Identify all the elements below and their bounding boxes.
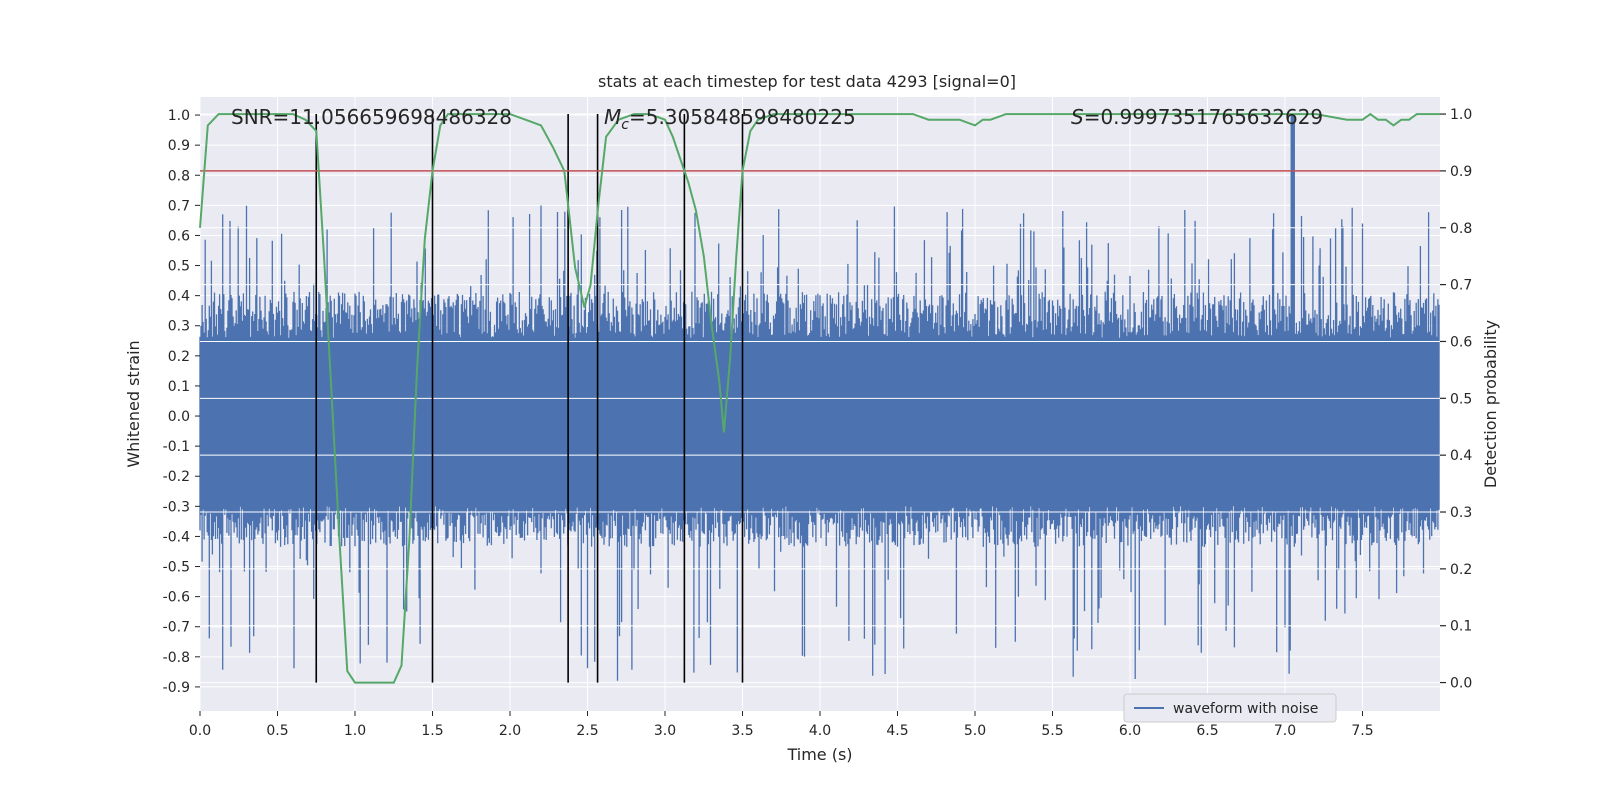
- x-tick-label: 3.0: [654, 723, 676, 739]
- x-tick-label: 0.5: [266, 723, 288, 739]
- score-symbol: S: [1071, 105, 1084, 129]
- legend: waveform with noise: [1123, 693, 1337, 723]
- y-tick-label: 0.4: [168, 289, 190, 305]
- y-axis-label: Whitened strain: [124, 340, 143, 467]
- y-tick-label: -0.6: [163, 590, 190, 606]
- y-tick-label: -0.2: [163, 469, 190, 485]
- y2-tick-label: 1.0: [1450, 107, 1472, 123]
- y-tick-label: -0.3: [163, 499, 190, 515]
- waveform-trace: [199, 115, 1440, 681]
- y-tick-label: -0.8: [163, 650, 190, 666]
- x-tick-label: 6.0: [1119, 723, 1141, 739]
- y-tick-label: 0.6: [168, 228, 190, 244]
- y2-tick-label: 0.0: [1450, 676, 1472, 692]
- y-tick-label: 0.2: [168, 349, 190, 365]
- y2-tick-label: 0.4: [1450, 448, 1472, 464]
- y-axis-ticks: 1.0 0.9 0.8 0.7 0.6 0.5 0.4 0.3 0.2 0.1 0.0 -0.1 -0.…: [163, 108, 200, 696]
- x-tick-label: 2.5: [576, 723, 598, 739]
- grid-overlay: [200, 113, 1440, 684]
- y2-tick-label: 0.3: [1450, 505, 1472, 521]
- chirp-mass-value: =5.305848598480225: [629, 105, 856, 129]
- y2-tick-label: 0.1: [1450, 619, 1472, 635]
- y-tick-label: 0.8: [168, 168, 190, 184]
- y-tick-label: -0.5: [163, 560, 190, 576]
- y-tick-label: -0.1: [163, 439, 190, 455]
- y-tick-label: -0.4: [163, 529, 190, 545]
- y2-axis-ticks: 1.0 0.9 0.8 0.7 0.6 0.5 0.4 0.3 0.2 0.1 0.0: [1440, 107, 1472, 692]
- y2-tick-label: 0.9: [1450, 164, 1472, 180]
- y-tick-label: 1.0: [168, 108, 190, 124]
- x-tick-label: 4.0: [809, 723, 831, 739]
- y-tick-label: 0.3: [168, 319, 190, 335]
- y2-tick-label: 0.6: [1450, 334, 1472, 350]
- y-tick-label: 0.5: [168, 259, 190, 275]
- legend-label: waveform with noise: [1173, 701, 1318, 717]
- x-axis-ticks: 0.0 0.5 1.0 1.5 2.0 2.5 3.0 3.5 4.0 4.5 5.0 5.5 6.0 6…: [189, 711, 1374, 739]
- chirp-mass-symbol: M: [604, 105, 621, 129]
- legend-box: [1123, 693, 1337, 723]
- waveform-with-noise: [199, 115, 1440, 681]
- x-tick-label: 6.5: [1196, 723, 1218, 739]
- y2-tick-label: 0.2: [1450, 562, 1472, 578]
- detection-probability-series: [199, 112, 1440, 684]
- x-tick-label: 1.0: [344, 723, 366, 739]
- y2-tick-label: 0.5: [1450, 391, 1472, 407]
- y-tick-label: -0.9: [163, 680, 190, 696]
- probability-line: [199, 112, 1440, 684]
- x-tick-label: 2.0: [499, 723, 521, 739]
- y-tick-label: 0.7: [168, 198, 190, 214]
- y-tick-label: -0.7: [163, 620, 190, 636]
- y2-axis-label: Detection probability: [1481, 320, 1500, 488]
- y2-tick-label: 0.8: [1450, 221, 1472, 237]
- x-tick-label: 0.0: [189, 723, 211, 739]
- x-axis-label: Time (s): [786, 745, 852, 764]
- chart-title: stats at each timestep for test data 429…: [598, 72, 1016, 91]
- y-tick-label: 0.0: [168, 409, 190, 425]
- x-tick-label: 5.0: [964, 723, 986, 739]
- chirp-mass-annotation: Mc=5.305848598480225: [604, 105, 856, 133]
- score-annotation: S=0.9997351765632629: [1071, 105, 1323, 129]
- x-tick-label: 1.5: [421, 723, 443, 739]
- y2-tick-label: 0.7: [1450, 278, 1472, 294]
- x-tick-label: 3.5: [731, 723, 753, 739]
- snr-annotation: SNR=11.056659698486328: [231, 105, 512, 129]
- x-tick-label: 7.5: [1351, 723, 1373, 739]
- score-value: =0.9997351765632629: [1084, 105, 1323, 129]
- chirp-mass-subscript: c: [621, 117, 629, 133]
- x-tick-label: 5.5: [1041, 723, 1063, 739]
- y-tick-label: 0.1: [168, 379, 190, 395]
- x-tick-label: 7.0: [1274, 723, 1296, 739]
- y-tick-label: 0.9: [168, 138, 190, 154]
- x-tick-label: 4.5: [886, 723, 908, 739]
